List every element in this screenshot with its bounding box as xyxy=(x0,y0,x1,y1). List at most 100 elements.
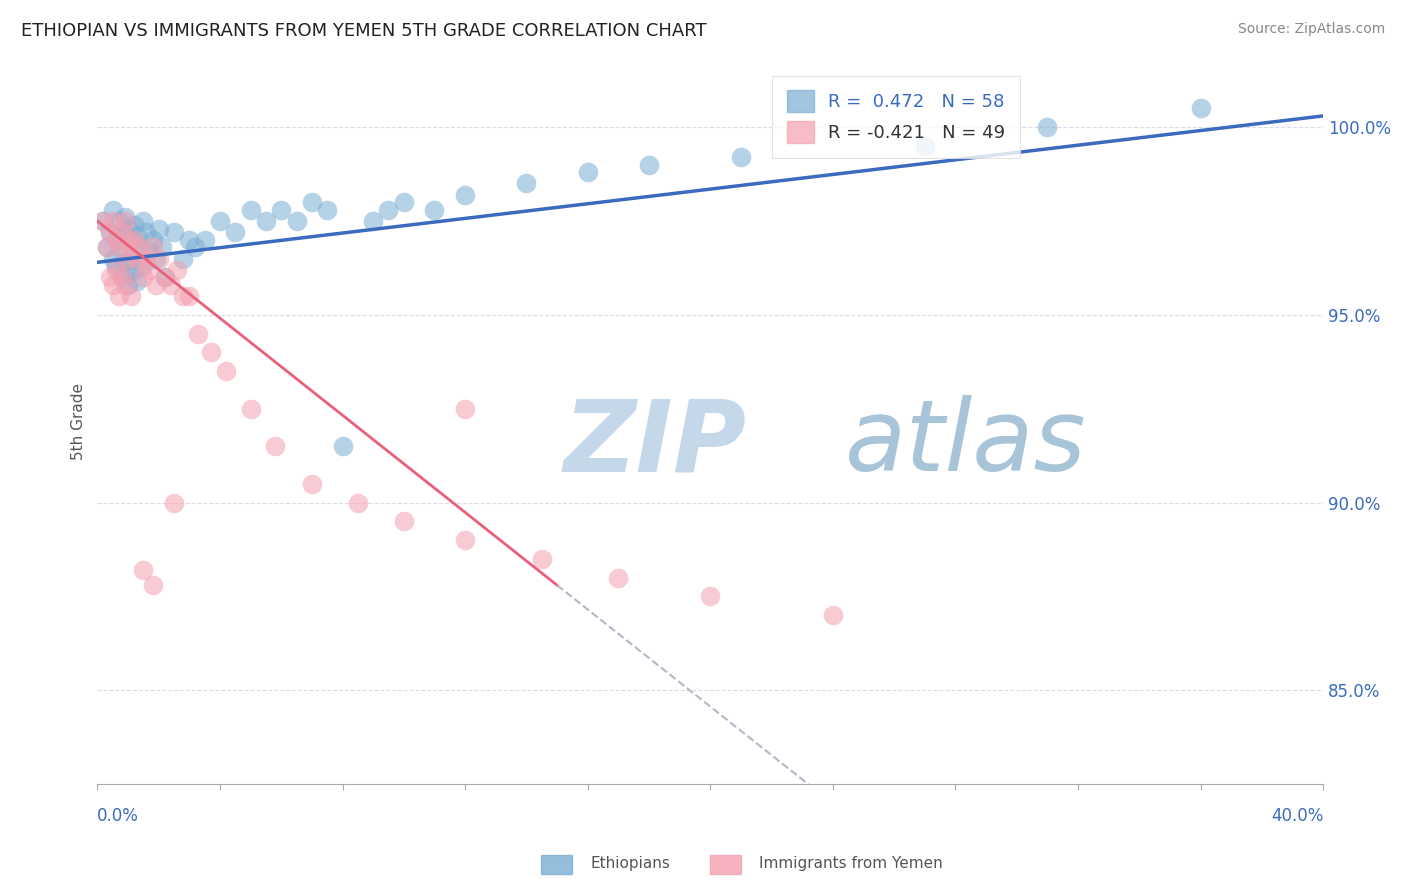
Point xyxy=(132,563,155,577)
Point xyxy=(239,401,262,416)
Point xyxy=(285,214,308,228)
Point xyxy=(135,252,157,266)
Point xyxy=(316,202,339,217)
Text: Immigrants from Yemen: Immigrants from Yemen xyxy=(759,856,943,871)
Point xyxy=(150,240,173,254)
Point xyxy=(301,195,323,210)
Point xyxy=(122,218,145,232)
Point xyxy=(530,552,553,566)
Point xyxy=(122,233,145,247)
Point xyxy=(160,277,183,292)
Point xyxy=(111,225,134,239)
Point xyxy=(122,262,145,277)
Point xyxy=(179,233,201,247)
Point xyxy=(301,476,323,491)
Point xyxy=(821,608,844,623)
Point xyxy=(638,158,661,172)
Point xyxy=(132,259,155,273)
Point xyxy=(111,270,134,285)
Point xyxy=(138,262,160,277)
Point xyxy=(98,225,121,239)
Point xyxy=(107,240,129,254)
Point xyxy=(361,214,384,228)
Legend: R =  0.472   N = 58, R = -0.421   N = 49: R = 0.472 N = 58, R = -0.421 N = 49 xyxy=(772,76,1019,158)
Point xyxy=(454,401,477,416)
Point xyxy=(163,495,186,509)
Point xyxy=(96,240,118,254)
Point xyxy=(264,439,287,453)
Point xyxy=(129,240,152,254)
Point xyxy=(423,202,446,217)
Y-axis label: 5th Grade: 5th Grade xyxy=(72,384,86,460)
Text: Source: ZipAtlas.com: Source: ZipAtlas.com xyxy=(1237,22,1385,37)
Point xyxy=(101,277,124,292)
Point xyxy=(208,214,231,228)
Point xyxy=(392,195,415,210)
Point xyxy=(172,289,194,303)
Point xyxy=(454,187,477,202)
Point xyxy=(153,270,176,285)
Point xyxy=(135,225,157,239)
Point xyxy=(111,225,134,239)
Point xyxy=(141,578,163,592)
Point xyxy=(120,289,142,303)
Point xyxy=(127,274,149,288)
Text: atlas: atlas xyxy=(845,395,1087,492)
Point xyxy=(194,233,217,247)
Point xyxy=(914,139,936,153)
Point xyxy=(132,214,155,228)
Point xyxy=(120,252,142,266)
Point xyxy=(145,277,167,292)
Point xyxy=(98,225,121,239)
Point xyxy=(576,165,599,179)
Point xyxy=(141,233,163,247)
Point xyxy=(117,252,139,266)
Point xyxy=(111,270,134,285)
Point xyxy=(129,240,152,254)
Point xyxy=(699,590,721,604)
Point xyxy=(515,177,537,191)
Point xyxy=(120,240,142,254)
Point xyxy=(607,571,630,585)
Point xyxy=(148,252,170,266)
Point xyxy=(254,214,277,228)
Point xyxy=(132,270,155,285)
Point xyxy=(141,240,163,254)
Point xyxy=(163,225,186,239)
Point xyxy=(117,221,139,235)
Point xyxy=(104,233,127,247)
Point xyxy=(730,150,752,164)
Point xyxy=(104,262,127,277)
Point xyxy=(270,202,292,217)
Point xyxy=(200,345,222,359)
Point xyxy=(215,364,238,378)
Point xyxy=(224,225,246,239)
Point xyxy=(166,262,188,277)
Point xyxy=(347,495,370,509)
Point xyxy=(93,214,115,228)
Point xyxy=(114,255,136,269)
Point xyxy=(104,233,127,247)
Point xyxy=(107,214,129,228)
Point xyxy=(179,289,201,303)
Point xyxy=(104,259,127,273)
Point xyxy=(1189,102,1212,116)
Point xyxy=(332,439,354,453)
Point xyxy=(1036,120,1059,135)
Point xyxy=(239,202,262,217)
Point xyxy=(117,277,139,292)
Point xyxy=(107,240,129,254)
Point xyxy=(114,211,136,225)
Point xyxy=(127,252,149,266)
Point xyxy=(454,533,477,548)
Point xyxy=(184,240,207,254)
Point xyxy=(117,233,139,247)
Point xyxy=(96,240,118,254)
Text: 40.0%: 40.0% xyxy=(1271,806,1323,824)
Point xyxy=(93,214,115,228)
Point xyxy=(145,252,167,266)
Point xyxy=(392,514,415,528)
Point xyxy=(98,270,121,285)
Point xyxy=(107,289,129,303)
Text: ZIP: ZIP xyxy=(564,395,747,492)
